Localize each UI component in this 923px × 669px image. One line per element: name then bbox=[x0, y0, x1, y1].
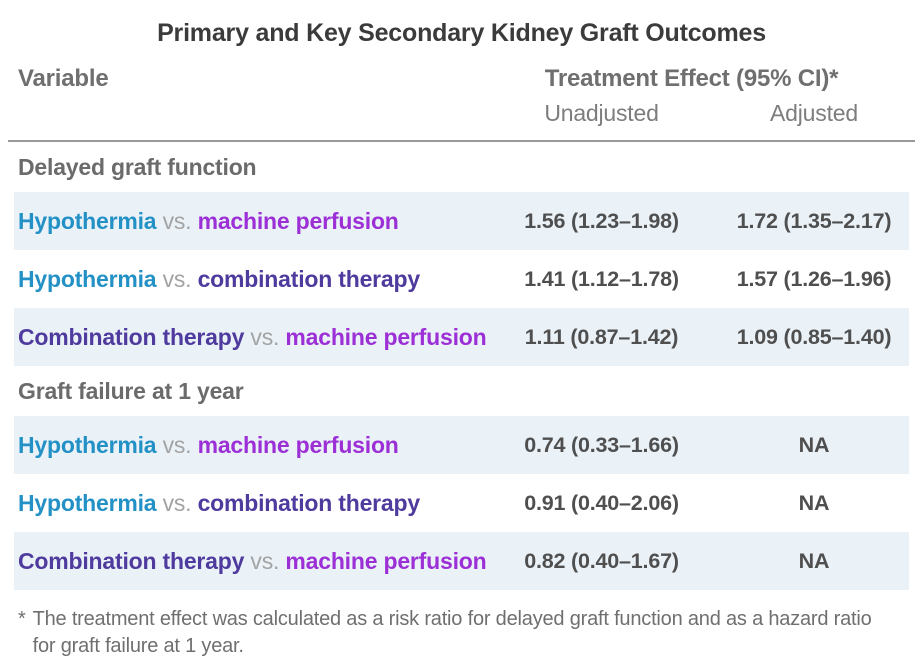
unadjusted-value: 1.56 (1.23–1.98) bbox=[524, 208, 679, 233]
table-row: Combination therapy vs. machine perfusio… bbox=[14, 308, 909, 366]
column-header-treatment-effect: Treatment Effect (95% CI)* bbox=[544, 65, 839, 92]
vs-text: vs. bbox=[162, 265, 198, 292]
vs-text: vs. bbox=[162, 431, 198, 458]
machine-perfusion-text: machine perfusion bbox=[285, 323, 487, 350]
vs-text: vs. bbox=[162, 207, 198, 234]
footnote-text: The treatment effect was calculated as a… bbox=[32, 608, 872, 657]
machine-perfusion-text: machine perfusion bbox=[197, 207, 399, 234]
section-header: Delayed graft function bbox=[18, 153, 257, 180]
combination-therapy-text: Combination therapy bbox=[18, 323, 251, 350]
column-header-variable: Variable bbox=[18, 65, 109, 92]
unadjusted-value: 0.82 (0.40–1.67) bbox=[524, 548, 679, 573]
column-header-adjusted: Adjusted bbox=[770, 100, 858, 126]
machine-perfusion-text: machine perfusion bbox=[197, 431, 399, 458]
unadjusted-value: 0.91 (0.40–2.06) bbox=[524, 490, 679, 515]
hypothermia-text: Hypothermia bbox=[18, 489, 163, 516]
section-header: Graft failure at 1 year bbox=[18, 377, 244, 404]
comparison-label: Hypothermia vs. combination therapy bbox=[14, 266, 514, 293]
hypothermia-text: Hypothermia bbox=[18, 265, 163, 292]
comparison-label: Hypothermia vs. machine perfusion bbox=[14, 432, 514, 459]
adjusted-value: 1.09 (0.85–1.40) bbox=[736, 324, 892, 349]
footnote: * The treatment effect was calculated as… bbox=[14, 606, 909, 660]
comparison-label: Hypothermia vs. combination therapy bbox=[14, 490, 514, 517]
table-header: Variable Treatment Effect (95% CI)* Unad… bbox=[14, 64, 909, 128]
footnote-marker: * bbox=[18, 608, 26, 630]
comparison-label: Combination therapy vs. machine perfusio… bbox=[14, 548, 514, 575]
unadjusted-value: 1.11 (0.87–1.42) bbox=[524, 324, 679, 349]
machine-perfusion-text: machine perfusion bbox=[285, 547, 487, 574]
hypothermia-text: Hypothermia bbox=[18, 431, 163, 458]
combination-therapy-text: combination therapy bbox=[197, 489, 421, 516]
header-rule bbox=[8, 140, 915, 142]
combination-therapy-text: combination therapy bbox=[197, 265, 421, 292]
table-row: Hypothermia vs. machine perfusion 1.56 (1… bbox=[14, 192, 909, 250]
table-body: Delayed graft function Hypothermia vs. ma… bbox=[14, 142, 909, 590]
table-title: Primary and Key Secondary Kidney Graft O… bbox=[157, 19, 766, 47]
column-header-unadjusted: Unadjusted bbox=[544, 100, 659, 126]
combination-therapy-text: Combination therapy bbox=[18, 547, 251, 574]
vs-text: vs. bbox=[250, 323, 286, 350]
hypothermia-text: Hypothermia bbox=[18, 207, 163, 234]
adjusted-value: 1.72 (1.35–2.17) bbox=[736, 208, 892, 233]
table-row: Hypothermia vs. combination therapy 0.91 … bbox=[14, 474, 909, 532]
vs-text: vs. bbox=[250, 547, 286, 574]
unadjusted-value: 1.41 (1.12–1.78) bbox=[524, 266, 679, 291]
vs-text: vs. bbox=[162, 489, 198, 516]
table-row: Hypothermia vs. machine perfusion 0.74 (0… bbox=[14, 416, 909, 474]
comparison-label: Hypothermia vs. machine perfusion bbox=[14, 208, 514, 235]
adjusted-value: NA bbox=[798, 548, 830, 573]
adjusted-value: NA bbox=[798, 432, 830, 457]
adjusted-value: 1.57 (1.26–1.96) bbox=[736, 266, 892, 291]
adjusted-value: NA bbox=[798, 490, 830, 515]
table-row: Combination therapy vs. machine perfusio… bbox=[14, 532, 909, 590]
comparison-label: Combination therapy vs. machine perfusio… bbox=[14, 324, 514, 351]
table-row: Hypothermia vs. combination therapy 1.41 … bbox=[14, 250, 909, 308]
unadjusted-value: 0.74 (0.33–1.66) bbox=[524, 432, 679, 457]
